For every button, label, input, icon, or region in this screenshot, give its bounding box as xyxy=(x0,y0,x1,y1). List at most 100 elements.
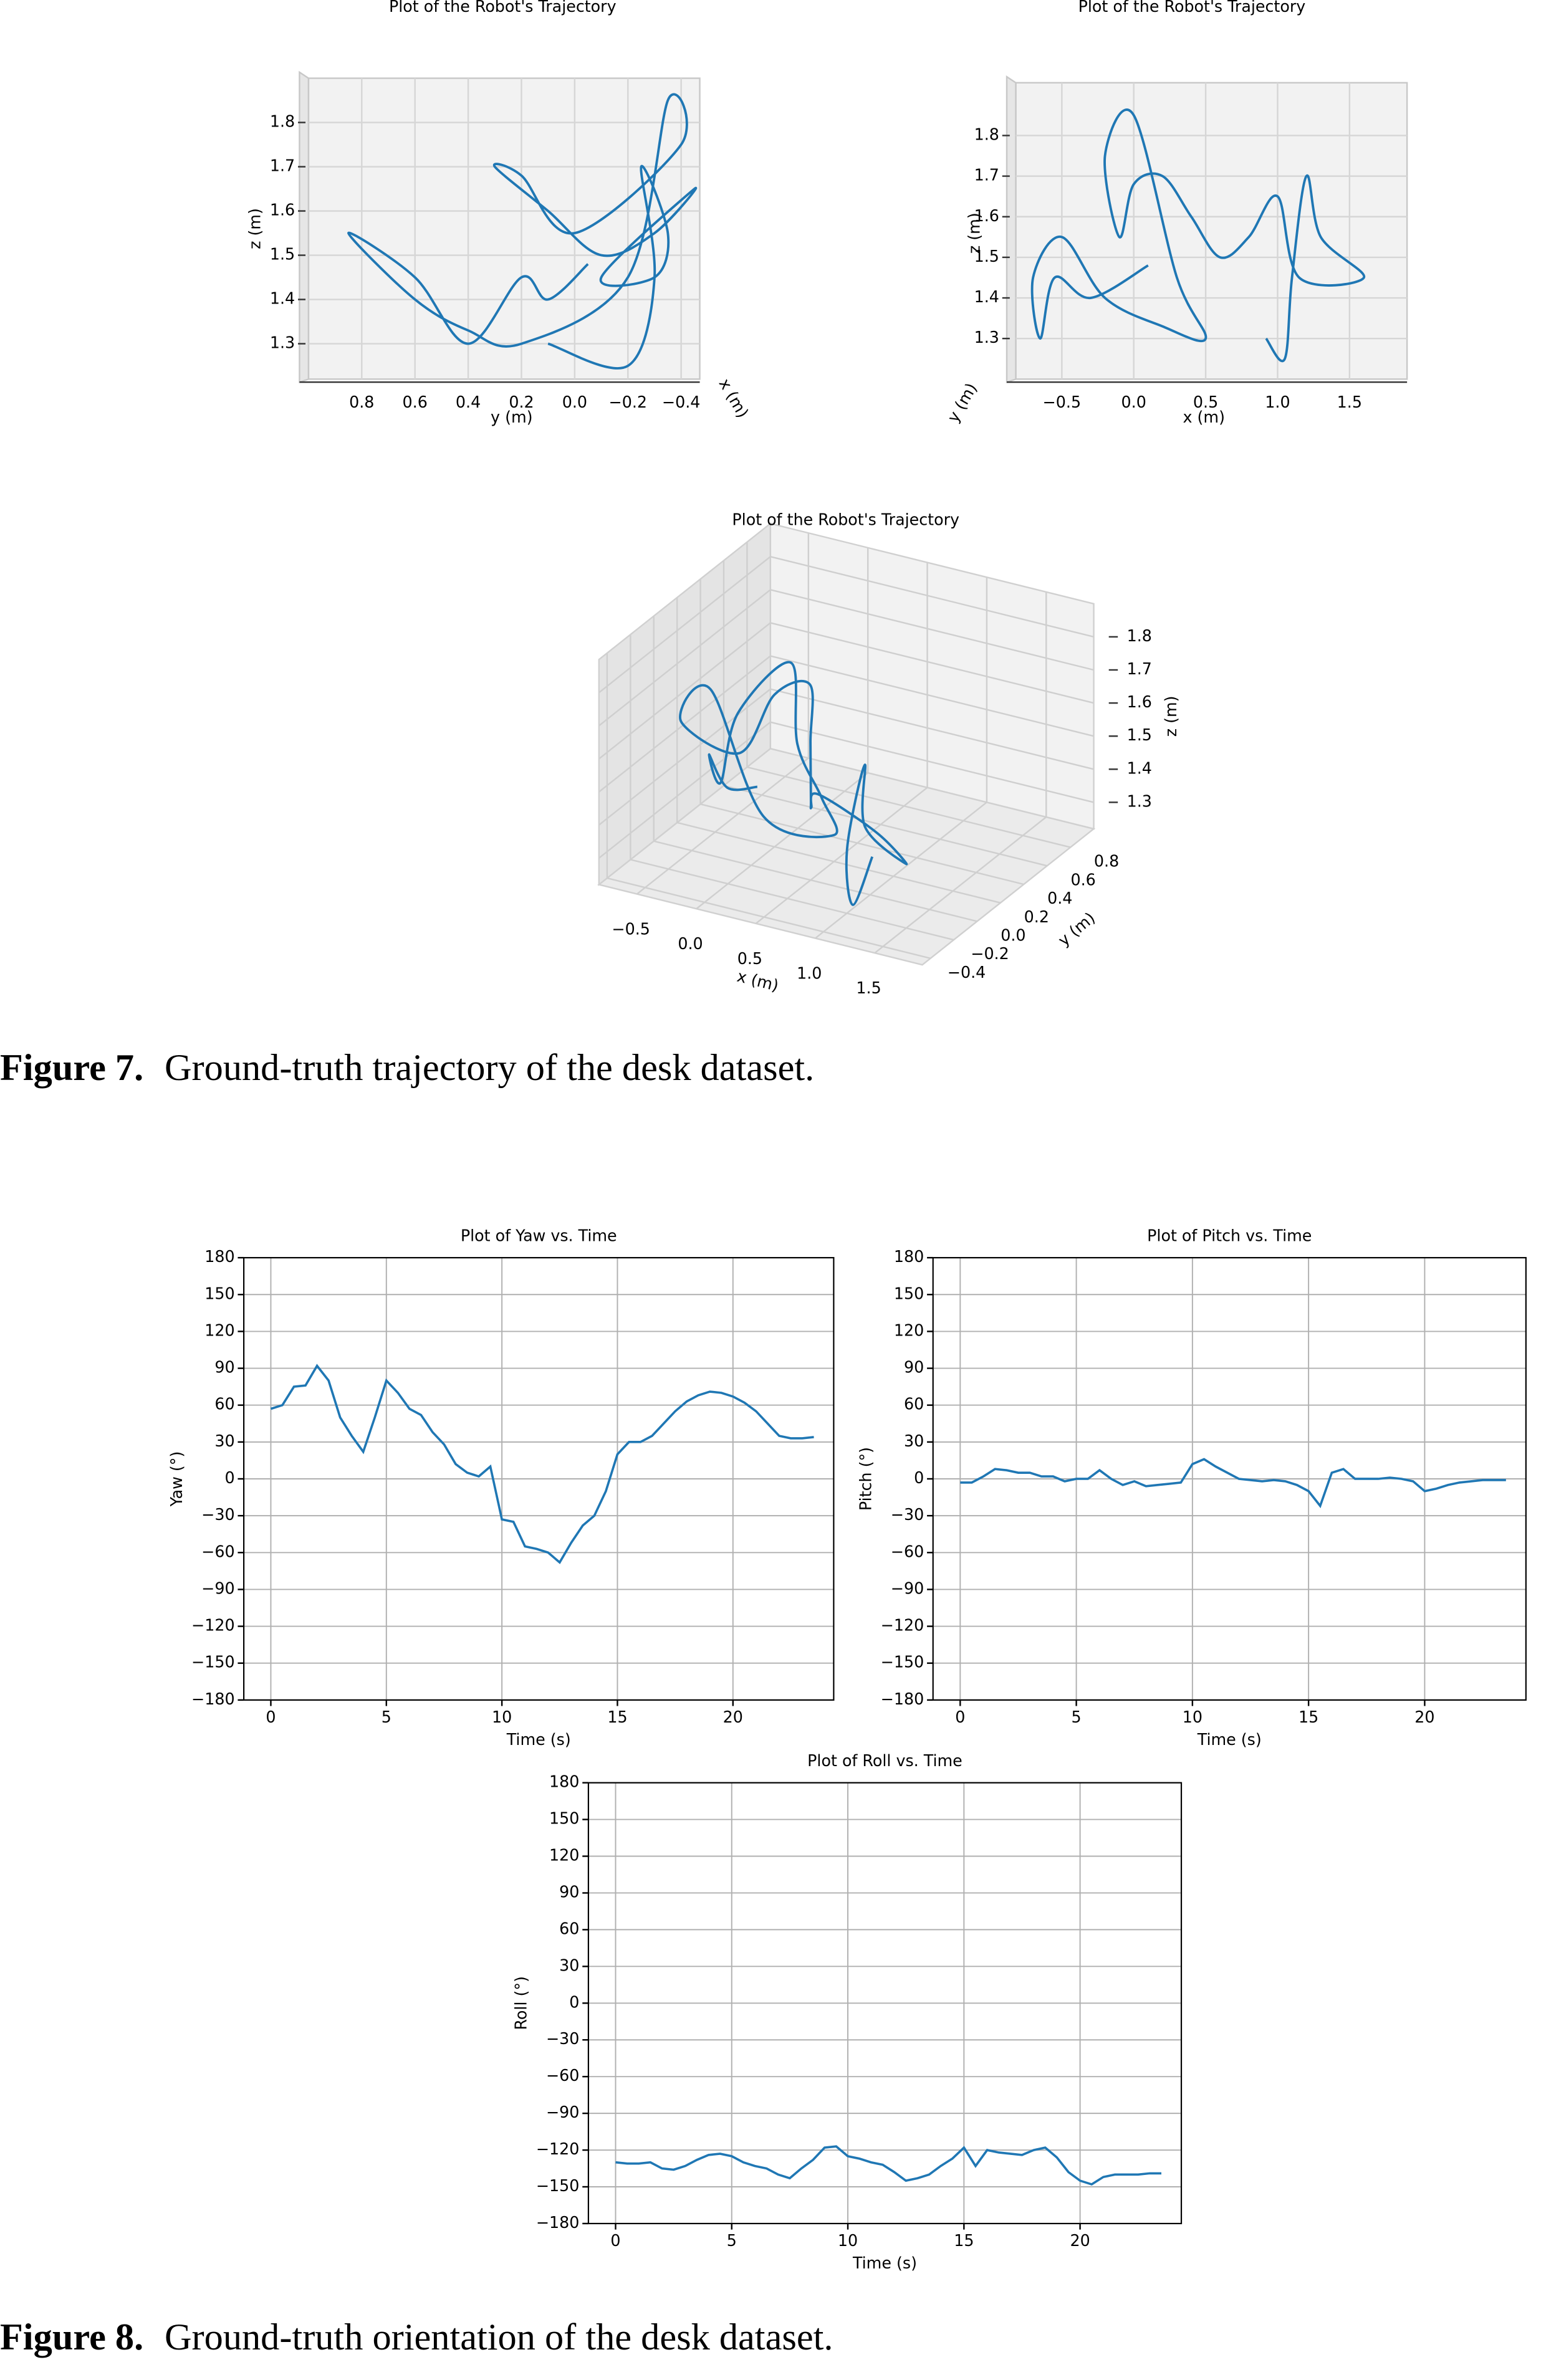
x-tick-label: 1.0 xyxy=(1265,393,1290,411)
y-tick-label: −60 xyxy=(546,2066,579,2085)
y-tick-label: −90 xyxy=(201,1579,234,1597)
x-tick-label: 0.5 xyxy=(737,949,762,968)
y-tick-label: 180 xyxy=(549,1772,579,1791)
y-tick-label: 60 xyxy=(214,1395,234,1413)
y-tick-label: 180 xyxy=(894,1247,924,1266)
axis-label: Time (s) xyxy=(1197,1730,1262,1749)
grid-line xyxy=(755,562,928,924)
y-tick-label: 180 xyxy=(204,1247,234,1266)
y-tick-label: 1.3 xyxy=(974,328,999,346)
axis-label: x (m) xyxy=(735,967,780,995)
grid-line xyxy=(696,547,869,910)
chart: −0.5 0.0 0.5 1.0 1.5 1.3 1.4 1.5 1.6 1.7 1.8 x (m) z… xyxy=(943,0,1408,426)
data-line xyxy=(960,1458,1506,1509)
x-tick-label: 0.4 xyxy=(456,393,481,411)
x-tick-label: −0.4 xyxy=(662,393,701,411)
axis-label: y (m) xyxy=(1054,908,1098,949)
y-tick-label: 30 xyxy=(559,1956,579,1974)
y-tick-label: 1.5 xyxy=(270,245,295,264)
y-tick-label: 90 xyxy=(559,1882,579,1901)
y-tick-label: 1.6 xyxy=(270,201,295,219)
x-tick-label: 15 xyxy=(954,2231,974,2250)
chart: 0 5 10 15 20 −180 −150 −120 −90 −60 −30 0 30 60 90 120 1… xyxy=(512,1751,1183,2272)
y-tick-label: 30 xyxy=(214,1431,234,1450)
axis-label: x (m) xyxy=(716,375,753,421)
y-tick-label: 90 xyxy=(214,1358,234,1377)
x-tick-label: 5 xyxy=(382,1708,391,1726)
chart: 0 5 10 15 20 −180 −150 −120 −90 −60 −30 0 30 60 90 120 1… xyxy=(856,1226,1527,1749)
chart-title: Plot of the Robot's Trajectory xyxy=(389,0,617,16)
grid-line xyxy=(699,579,1024,886)
grid-line xyxy=(874,591,1047,954)
axis-label: Roll (°) xyxy=(512,1976,530,2030)
y-tick-label: 0 xyxy=(914,1468,924,1487)
x-tick-label: 15 xyxy=(1299,1708,1318,1726)
y-tick-label: 1.4 xyxy=(270,289,295,308)
chart-title: Plot of Pitch vs. Time xyxy=(1147,1226,1312,1245)
x-tick-label: 0.0 xyxy=(678,934,703,953)
y-tick-label: 120 xyxy=(204,1321,234,1339)
y-tick-label: −120 xyxy=(536,2139,580,2158)
chart: 0 5 10 15 20 −180 −150 −120 −90 −60 −30 0 30 60 90 120 1… xyxy=(167,1226,835,1749)
x-tick-label: 0 xyxy=(610,2231,620,2250)
y-tick-label: 0.8 xyxy=(1094,852,1119,871)
grid-line xyxy=(746,542,1071,848)
grid-line xyxy=(815,577,988,939)
x-tick-label: 10 xyxy=(838,2231,858,2250)
axis-label: z (m) xyxy=(1161,695,1180,737)
z-tick-label: 1.5 xyxy=(1127,725,1152,744)
y-tick-label: 1.6 xyxy=(974,206,999,225)
trajectory xyxy=(347,93,698,370)
grid-line xyxy=(676,597,1001,904)
grid-line xyxy=(630,634,954,941)
side-pane xyxy=(1006,75,1017,383)
y-tick-label: −150 xyxy=(191,1653,235,1671)
caption-label: Figure 8. xyxy=(0,2316,143,2358)
z-tick-label: 1.3 xyxy=(1127,791,1152,810)
y-tick-label: 30 xyxy=(904,1431,924,1450)
y-tick-label: 0.0 xyxy=(1001,926,1025,945)
y-tick-label: 1.7 xyxy=(974,166,999,184)
y-tick-label: −150 xyxy=(881,1653,924,1671)
y-tick-label: 0.6 xyxy=(1071,870,1096,889)
data-line xyxy=(270,1364,814,1564)
z-tick-label: 1.4 xyxy=(1127,758,1152,777)
axis-label: Time (s) xyxy=(506,1730,571,1749)
y-tick-label: 120 xyxy=(549,1846,579,1865)
y-tick-label: 0 xyxy=(224,1468,234,1487)
grid-line xyxy=(598,588,1094,727)
grid-line xyxy=(598,688,1094,826)
y-tick-label: 1.4 xyxy=(974,287,999,306)
x-tick-label: −0.5 xyxy=(612,920,650,939)
pane xyxy=(1015,82,1408,380)
x-tick-label: 0.8 xyxy=(349,393,374,411)
axis-label: z (m) xyxy=(964,213,983,254)
y-tick-label: −0.4 xyxy=(948,963,986,982)
x-tick-label: −0.2 xyxy=(609,393,648,411)
y-tick-label: 150 xyxy=(204,1284,234,1302)
chart-title: Plot of Yaw vs. Time xyxy=(461,1226,617,1245)
x-tick-label: 0 xyxy=(955,1708,965,1726)
grid-line xyxy=(606,652,931,959)
x-tick-label: 0.5 xyxy=(1193,393,1218,411)
y-tick-label: 1.3 xyxy=(270,333,295,352)
x-tick-label: 1.5 xyxy=(856,978,881,997)
y-tick-label: −90 xyxy=(891,1579,924,1597)
x-tick-label: 10 xyxy=(492,1708,512,1726)
x-tick-label: −0.5 xyxy=(1043,393,1082,411)
y-tick-label: −90 xyxy=(546,2103,579,2121)
axis-label: y (m) xyxy=(491,408,532,426)
trajectory xyxy=(1030,108,1365,363)
axis-label: Yaw (°) xyxy=(167,1451,186,1508)
z-tick-label: 1.8 xyxy=(1127,626,1152,645)
caption: Figure 8. Ground-truth orientation of the… xyxy=(0,2316,833,2358)
caption-label: Figure 7. xyxy=(0,1047,143,1089)
axis-label: x (m) xyxy=(1183,408,1224,426)
x-tick-label: 5 xyxy=(727,2231,737,2250)
y-tick-label: 60 xyxy=(904,1395,924,1413)
chart: 0.8 0.6 0.4 0.2 0.0 −0.2 −0.4 1.3 1.4 1.5 1.6 1.7 1.… xyxy=(245,0,752,426)
x-tick-label: 1.5 xyxy=(1337,393,1362,411)
x-tick-label: 0.6 xyxy=(403,393,428,411)
x-tick-label: 0 xyxy=(266,1708,276,1726)
y-tick-label: 1.8 xyxy=(270,112,295,131)
